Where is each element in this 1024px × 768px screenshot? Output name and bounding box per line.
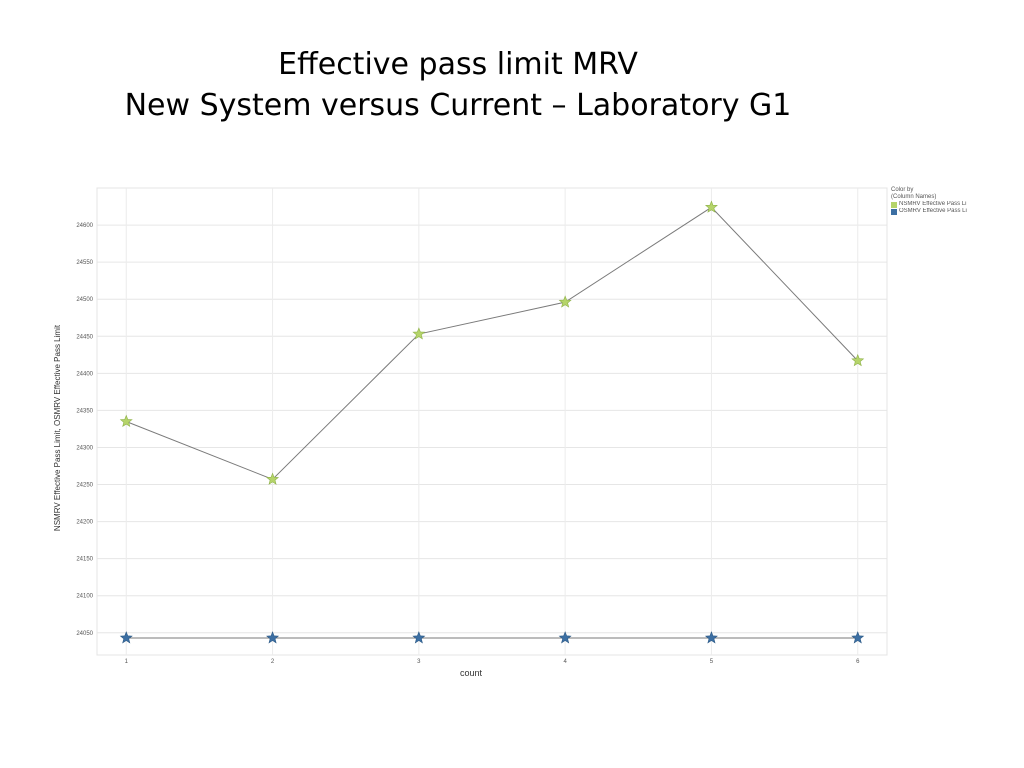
y-tick-label: 24350 [76, 408, 93, 414]
data-point-star [704, 631, 718, 644]
data-point-star [412, 327, 426, 340]
y-tick-label: 24600 [76, 223, 93, 229]
series-markers [119, 200, 865, 644]
data-point-star [266, 472, 280, 485]
legend-item[interactable]: NSMRV Effective Pass Li [891, 201, 969, 208]
slide-title-line-2: New System versus Current – Laboratory G… [124, 88, 792, 123]
y-tick-label: 24400 [76, 371, 93, 377]
x-tick-label: 6 [856, 659, 860, 665]
slide-title: Effective pass limit MRV New System vers… [0, 44, 916, 126]
x-tick-label: 4 [563, 659, 567, 665]
series-lines [126, 206, 859, 639]
data-point-star [558, 631, 572, 644]
legend-swatch [891, 201, 897, 208]
x-tick-label: 1 [125, 659, 129, 665]
y-tick-label: 24050 [76, 631, 93, 637]
y-tick-label: 24500 [76, 297, 93, 303]
series-line-1 [126, 206, 859, 480]
x-axis-ticks: 1 2 3 4 5 6 [125, 659, 860, 665]
grid-lines [97, 188, 887, 655]
y-tick-label: 24100 [76, 594, 93, 600]
legend-item-label: NSMRV Effective Pass Li [899, 201, 967, 207]
x-tick-label: 3 [417, 659, 421, 665]
slide-title-line-1: Effective pass limit MRV [278, 47, 638, 82]
y-axis-ticks: 24050 24100 24150 24200 24250 24300 24350 24400… [76, 223, 93, 637]
y-tick-label: 24200 [76, 520, 93, 526]
legend-item[interactable]: OSMRV Effective Pass Li [891, 208, 969, 215]
legend: Color by (Column Names) NSMRV Effective … [891, 187, 969, 215]
legend-item-label: OSMRV Effective Pass Li [899, 208, 967, 214]
y-axis-label: NSMRV Effective Pass Limit, OSMRV Effect… [53, 324, 62, 531]
y-tick-label: 24550 [76, 260, 93, 266]
y-tick-label: 24250 [76, 483, 93, 489]
data-point-star [412, 631, 426, 644]
legend-subheading: (Column Names) [891, 194, 937, 200]
x-axis-label: count [460, 668, 483, 678]
legend-swatch [891, 208, 897, 215]
y-tick-label: 24450 [76, 334, 93, 340]
data-point-star [266, 631, 280, 644]
y-tick-label: 24300 [76, 445, 93, 451]
legend-heading: Color by [891, 187, 914, 193]
data-point-star [851, 353, 865, 367]
data-point-star [119, 631, 133, 644]
data-point-star [558, 295, 572, 308]
data-point-star [704, 200, 718, 213]
plot-area [96, 187, 888, 656]
y-tick-label: 24150 [76, 557, 93, 563]
data-point-star [851, 631, 865, 644]
data-point-star [119, 414, 133, 428]
x-tick-label: 2 [271, 659, 275, 665]
x-tick-label: 5 [710, 659, 714, 665]
